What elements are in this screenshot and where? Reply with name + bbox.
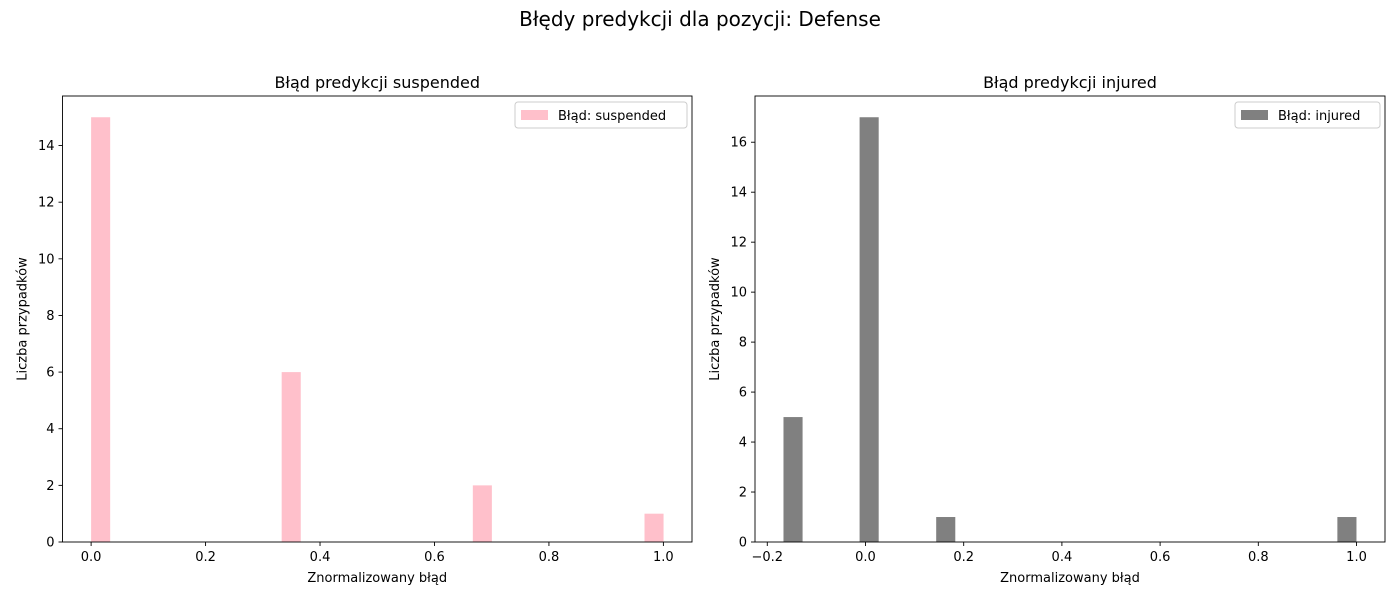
axes-frame	[62, 95, 693, 543]
x-axis-label: Znormalizowany błąd	[307, 571, 447, 586]
x-tick-label: 0.2	[953, 550, 974, 565]
bar	[281, 372, 301, 542]
y-tick-label: 8	[739, 336, 747, 351]
subplot-title: Błąd predykcji suspended	[274, 73, 480, 92]
y-tick-label: 16	[730, 136, 747, 151]
figure-title: Błędy predykcji dla pozycji: Defense	[519, 7, 881, 31]
bar	[783, 417, 803, 542]
y-tick-label: 0	[739, 536, 747, 551]
legend-box	[1234, 101, 1381, 129]
legend-swatch	[521, 110, 548, 120]
legend: Błąd: suspended	[514, 101, 688, 129]
y-tick-label: 2	[739, 486, 747, 501]
y-tick-label: 2	[46, 479, 54, 494]
subplot-2: −0.2 0.0 0.2 0.4 0.6 0.8 1.0 0 2 4 6 8 10 12 14 16 Błąd …	[708, 73, 1386, 586]
y-tick-label: 8	[46, 309, 54, 324]
axes-frame	[754, 95, 1386, 543]
x-tick-label: 1.0	[653, 550, 674, 565]
x-tick-label: 0.4	[1052, 550, 1073, 565]
bar	[644, 513, 664, 542]
legend-label: Błąd: injured	[1278, 109, 1360, 124]
legend-swatch	[1241, 110, 1268, 120]
x-tick-label: 0.8	[539, 550, 560, 565]
x-tick-label: −0.2	[751, 550, 783, 565]
y-tick-label: 6	[46, 366, 54, 381]
legend-label: Błąd: suspended	[558, 109, 666, 124]
x-tick-label: 0.2	[195, 550, 216, 565]
y-tick-label: 10	[38, 252, 55, 267]
x-axis-label: Znormalizowany błąd	[1000, 571, 1140, 586]
y-tick-label: 4	[739, 436, 747, 451]
subplot-title: Błąd predykcji injured	[983, 73, 1157, 92]
x-tick-label: 0.6	[424, 550, 445, 565]
y-tick-label: 4	[46, 422, 54, 437]
x-tick-label: 0.8	[1248, 550, 1269, 565]
bar	[936, 517, 956, 542]
bar	[859, 117, 879, 542]
y-tick-label: 6	[739, 386, 747, 401]
y-tick-label: 14	[730, 186, 747, 201]
x-tick-label: 0.6	[1150, 550, 1171, 565]
legend: Błąd: injured	[1234, 101, 1381, 129]
x-tick-label: 0.0	[81, 550, 102, 565]
y-axis-label: Liczba przypadków	[708, 257, 723, 381]
y-tick-label: 12	[38, 196, 55, 211]
y-tick-label: 10	[730, 286, 747, 301]
bar	[472, 485, 492, 542]
legend-box	[514, 101, 688, 129]
y-tick-label: 14	[38, 139, 55, 154]
x-tick-label: 0.4	[310, 550, 331, 565]
subplot-1: 0.0 0.2 0.4 0.6 0.8 1.0 0 2 4 6 8 10 12 14 Błąd predyk…	[16, 73, 693, 586]
bar	[1337, 517, 1357, 542]
x-tick-label: 0.0	[855, 550, 876, 565]
y-tick-label: 0	[46, 536, 54, 551]
bar	[91, 117, 111, 542]
y-tick-label: 12	[730, 236, 747, 251]
y-axis-label: Liczba przypadków	[16, 257, 31, 381]
x-tick-label: 1.0	[1346, 550, 1367, 565]
